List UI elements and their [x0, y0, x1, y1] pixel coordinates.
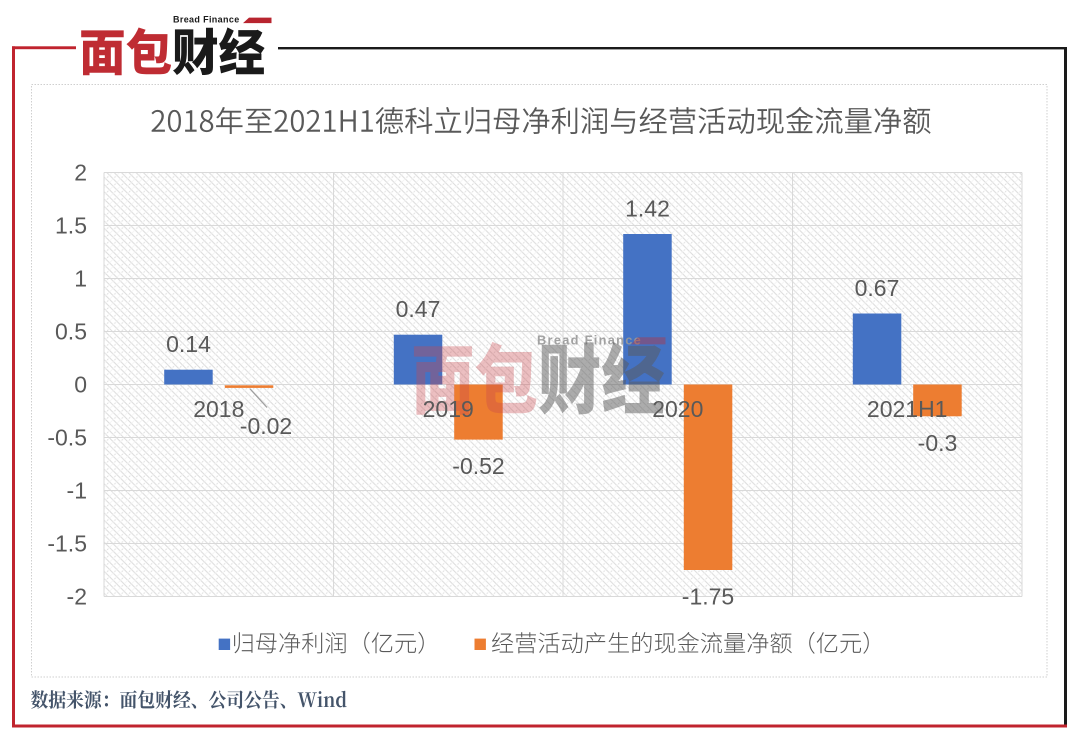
svg-text:2021H1: 2021H1 [867, 396, 948, 422]
svg-text:0.67: 0.67 [855, 275, 900, 301]
svg-text:1.5: 1.5 [55, 213, 87, 239]
svg-text:1: 1 [74, 266, 87, 292]
svg-text:2: 2 [74, 160, 87, 186]
svg-text:0.47: 0.47 [396, 296, 441, 322]
svg-text:-0.3: -0.3 [918, 430, 958, 456]
svg-text:Bread Finance: Bread Finance [173, 15, 240, 25]
svg-text:-1.75: -1.75 [682, 584, 734, 610]
svg-text:2019: 2019 [423, 396, 474, 422]
svg-text:-0.5: -0.5 [47, 425, 87, 451]
svg-text:2020: 2020 [652, 396, 703, 422]
svg-text:0: 0 [74, 372, 87, 398]
svg-text:-1.5: -1.5 [47, 531, 87, 557]
svg-text:-2: -2 [67, 584, 87, 610]
svg-text:1.42: 1.42 [625, 196, 670, 222]
svg-text:0.14: 0.14 [166, 331, 211, 357]
svg-text:2018: 2018 [193, 396, 244, 422]
svg-text:-1: -1 [67, 478, 87, 504]
svg-text:-0.02: -0.02 [240, 413, 292, 439]
svg-text:-0.52: -0.52 [452, 453, 504, 479]
svg-text:0.5: 0.5 [55, 319, 87, 345]
